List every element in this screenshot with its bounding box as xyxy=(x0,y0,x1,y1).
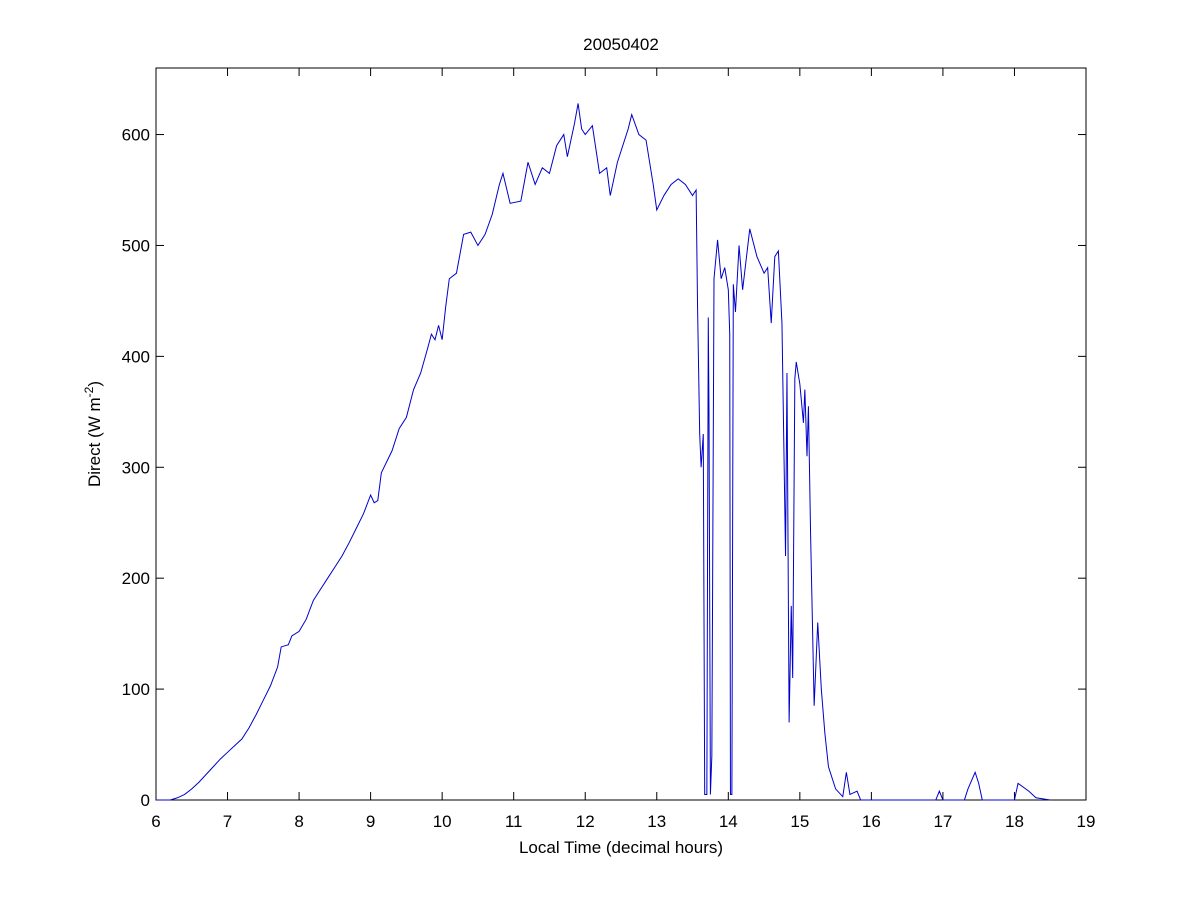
y-axis-label-end: ) xyxy=(85,381,104,387)
x-tick-label: 10 xyxy=(433,812,452,831)
chart-title: 20050402 xyxy=(583,35,659,54)
plot-frame xyxy=(155,67,1087,801)
y-tick-label: 600 xyxy=(122,126,150,145)
y-axis-label: Direct (W m-2) xyxy=(82,381,104,487)
x-tick-label: 11 xyxy=(505,812,523,831)
y-tick-label: 0 xyxy=(141,791,150,810)
y-tick-label: 200 xyxy=(122,569,150,588)
x-tick-label: 19 xyxy=(1077,812,1096,831)
x-tick-label: 9 xyxy=(366,812,375,831)
x-tick-label: 12 xyxy=(576,812,595,831)
x-tick-label: 6 xyxy=(151,812,160,831)
y-tick-label: 400 xyxy=(122,347,150,366)
x-tick-label: 14 xyxy=(719,812,738,831)
x-tick-label: 16 xyxy=(862,812,881,831)
y-tick-label: 100 xyxy=(122,680,150,699)
x-tick-label: 8 xyxy=(294,812,303,831)
x-tick-label: 18 xyxy=(1005,812,1024,831)
y-axis-label-superscript: -2 xyxy=(82,386,96,397)
y-tick-label: 500 xyxy=(122,236,150,255)
x-tick-label: 17 xyxy=(933,812,952,831)
x-tick-label: 7 xyxy=(223,812,232,831)
x-tick-label: 13 xyxy=(647,812,666,831)
x-tick-label: 15 xyxy=(790,812,809,831)
data-line xyxy=(156,103,1051,801)
y-tick-label: 300 xyxy=(122,458,150,477)
x-axis-label: Local Time (decimal hours) xyxy=(519,838,723,857)
y-axis-label-text: Direct (W m xyxy=(85,397,104,487)
